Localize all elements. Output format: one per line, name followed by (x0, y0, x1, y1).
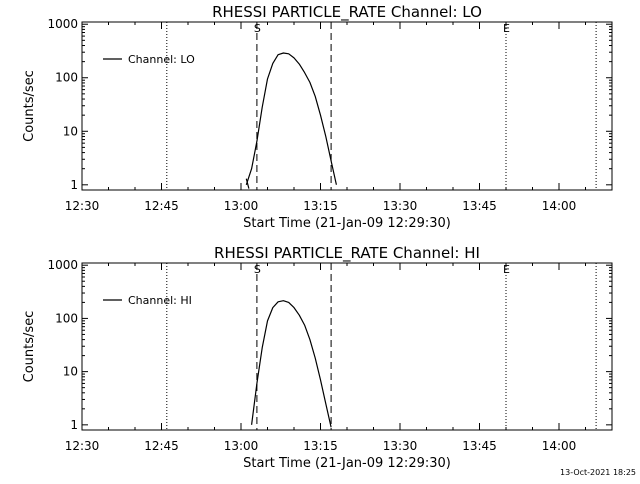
x-tick-label: 12:45 (144, 439, 179, 453)
legend-entry: Channel: LO (128, 53, 195, 66)
x-tick-label: 12:30 (65, 199, 100, 213)
y-tick-label: 10 (63, 124, 78, 138)
x-tick-label: 13:30 (383, 439, 418, 453)
x-tick-label: 12:30 (65, 439, 100, 453)
marker-label-e: E (503, 263, 510, 276)
plot-frame (81, 262, 613, 431)
x-tick-label: 13:00 (224, 199, 259, 213)
series-line (245, 178, 250, 189)
x-tick-label: 13:00 (224, 439, 259, 453)
series-line (245, 52, 337, 185)
plot-frame (81, 21, 613, 191)
y-tick-label: 10 (63, 365, 78, 379)
y-axis-label: Counts/sec (22, 70, 37, 142)
x-tick-label: 13:45 (462, 199, 497, 213)
chart-title: RHESSI PARTICLE_RATE Channel: LO (212, 3, 482, 22)
x-tick-label: 14:00 (542, 439, 577, 453)
x-tick-label: 13:45 (462, 439, 497, 453)
x-tick-label: 14:00 (542, 199, 577, 213)
footer-timestamp: 13-Oct-2021 18:25 (560, 468, 636, 477)
series-line (251, 300, 332, 428)
x-axis-label: Start Time (21-Jan-09 12:29:30) (243, 216, 451, 231)
y-tick-label: 1000 (47, 258, 78, 272)
y-tick-label: 1 (70, 418, 78, 432)
x-tick-label: 12:45 (144, 199, 179, 213)
x-tick-label: 13:30 (383, 199, 418, 213)
chart-title: RHESSI PARTICLE_RATE Channel: HI (214, 244, 480, 263)
y-tick-label: 100 (55, 311, 78, 325)
marker-label-e: E (503, 22, 510, 35)
y-axis-label: Counts/sec (22, 311, 37, 383)
x-axis-label: Start Time (21-Jan-09 12:29:30) (243, 456, 451, 471)
y-tick-label: 100 (55, 71, 78, 85)
y-tick-label: 1000 (47, 17, 78, 31)
x-tick-label: 13:15 (303, 439, 338, 453)
marker-label-s: S (254, 22, 261, 35)
y-tick-label: 1 (70, 178, 78, 192)
marker-label-s: S (254, 263, 261, 276)
legend-entry: Channel: HI (128, 294, 192, 307)
x-tick-label: 13:15 (303, 199, 338, 213)
